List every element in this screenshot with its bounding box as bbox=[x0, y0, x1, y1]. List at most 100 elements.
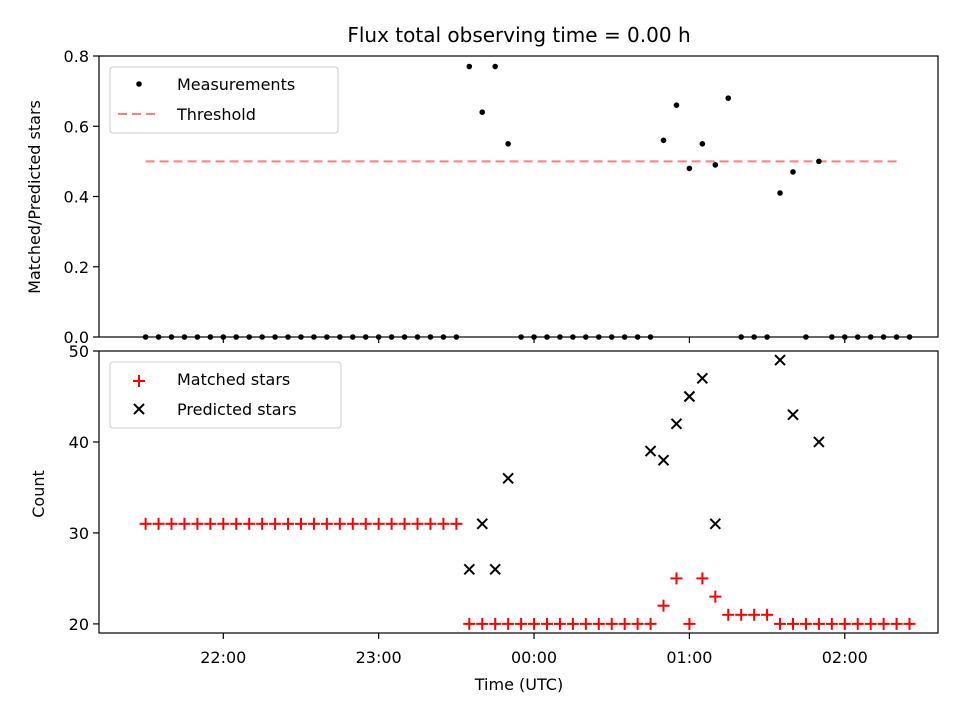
matched-star-point bbox=[683, 617, 696, 630]
matched-star-point bbox=[139, 517, 152, 530]
legend-predicted-marker bbox=[133, 403, 145, 415]
measurement-point bbox=[803, 334, 809, 340]
matched-star-point bbox=[618, 617, 631, 630]
x-tick-label: 01:00 bbox=[666, 648, 712, 667]
bottom-y-tick-label: 30 bbox=[69, 524, 89, 543]
legend-predicted-label: Predicted stars bbox=[177, 400, 297, 419]
predicted-star-point bbox=[502, 472, 514, 485]
measurement-point bbox=[518, 334, 524, 340]
matched-star-point bbox=[191, 517, 204, 530]
matched-star-point bbox=[269, 517, 282, 530]
measurement-point bbox=[906, 334, 913, 340]
bottom-legend-box bbox=[109, 361, 342, 429]
matched-star-point bbox=[709, 590, 722, 603]
matched-star-point bbox=[825, 617, 838, 630]
measurement-point bbox=[583, 334, 589, 340]
x-tick-label: 23:00 bbox=[356, 648, 402, 667]
predicted-star-point bbox=[476, 518, 488, 530]
measurement-point bbox=[738, 334, 744, 340]
bottom-y-tick-label: 40 bbox=[69, 433, 89, 452]
measurement-point bbox=[621, 334, 628, 340]
matched-star-point bbox=[152, 517, 165, 530]
matched-star-point bbox=[528, 617, 541, 630]
measurement-point bbox=[712, 162, 719, 168]
bottom-plot-area bbox=[98, 350, 939, 634]
top-y-axis-label: Matched/Predicted stars bbox=[25, 100, 44, 294]
measurement-point bbox=[453, 334, 460, 340]
measurement-point bbox=[259, 334, 265, 340]
predicted-star-point bbox=[696, 372, 709, 384]
legend-measurements-label: Measurements bbox=[177, 75, 295, 94]
measurement-point bbox=[414, 334, 421, 340]
measurement-point bbox=[362, 334, 369, 340]
measurement-point bbox=[531, 334, 537, 340]
matched-star-point bbox=[333, 517, 346, 530]
predicted-star-point bbox=[787, 408, 799, 421]
measurement-point bbox=[324, 334, 330, 340]
matched-star-point bbox=[774, 617, 787, 630]
matched-star-point bbox=[670, 572, 683, 585]
bottom-y-axis-label: Count bbox=[29, 470, 48, 518]
matched-star-point bbox=[812, 617, 825, 630]
measurement-point bbox=[880, 334, 887, 340]
matched-star-point bbox=[476, 617, 489, 630]
matched-star-point bbox=[761, 608, 774, 621]
bottom-y-tick-label: 50 bbox=[69, 342, 89, 361]
measurement-point bbox=[829, 334, 835, 340]
x-axis-label: Time (UTC) bbox=[474, 675, 563, 694]
x-tick-label: 00:00 bbox=[511, 648, 557, 667]
top-y-tick-label: 0.0 bbox=[64, 328, 89, 347]
measurement-point bbox=[505, 141, 511, 147]
matched-star-point bbox=[282, 517, 295, 530]
matched-star-point bbox=[411, 517, 424, 530]
top-panel: 0.00.20.40.60.8 Matched/Predicted stars … bbox=[25, 47, 939, 347]
predicted-star-point bbox=[683, 390, 696, 403]
measurement-point bbox=[725, 95, 732, 101]
measurement-point bbox=[867, 334, 874, 340]
matched-star-point bbox=[165, 517, 178, 530]
matched-star-point bbox=[877, 617, 890, 630]
matched-star-point bbox=[748, 608, 761, 621]
matched-star-point bbox=[256, 517, 269, 530]
measurement-point bbox=[427, 334, 434, 340]
matched-star-point bbox=[398, 517, 411, 530]
measurement-point bbox=[233, 334, 240, 340]
chart-title: Flux total observing time = 0.00 h bbox=[347, 23, 690, 47]
measurement-point bbox=[207, 334, 214, 340]
predicted-star-point bbox=[670, 418, 683, 430]
measurement-point bbox=[492, 63, 498, 70]
matched-star-point bbox=[644, 617, 657, 630]
matched-star-point bbox=[359, 517, 372, 530]
measurement-point bbox=[311, 334, 317, 340]
legend-threshold-label: Threshold bbox=[176, 105, 256, 124]
matched-star-point bbox=[502, 617, 515, 630]
matched-star-point bbox=[385, 517, 398, 530]
predicted-star-point bbox=[463, 563, 476, 576]
measurement-points bbox=[142, 63, 913, 340]
measurement-point bbox=[816, 158, 822, 165]
measurement-point bbox=[544, 334, 550, 340]
top-y-tick-label: 0.8 bbox=[64, 47, 89, 66]
matched-star-point bbox=[864, 617, 877, 630]
matched-star-point bbox=[903, 617, 916, 630]
matched-star-point bbox=[696, 572, 709, 585]
measurement-point bbox=[764, 334, 770, 340]
measurement-point bbox=[595, 334, 602, 340]
bottom-y-tick-label: 20 bbox=[69, 615, 89, 634]
measurement-point bbox=[634, 334, 641, 340]
bottom-y-ticks: 20 30 40 50 bbox=[69, 342, 99, 634]
measurement-point bbox=[194, 334, 201, 340]
measurement-point bbox=[142, 334, 149, 340]
measurement-point bbox=[673, 102, 680, 108]
measurement-point bbox=[155, 334, 162, 340]
matched-star-point bbox=[424, 517, 437, 530]
top-y-tick-label: 0.6 bbox=[64, 117, 89, 136]
matched-star-point bbox=[463, 617, 476, 630]
measurement-point bbox=[660, 137, 667, 144]
legend-matched-label: Matched stars bbox=[177, 370, 290, 389]
matched-star-point bbox=[851, 617, 864, 630]
measurement-point bbox=[246, 334, 252, 340]
x-tick-label: 22:00 bbox=[200, 648, 246, 667]
bottom-panel: 20 30 40 50 22:00 23:00 00:00 01:00 02:00 Count… bbox=[29, 342, 939, 694]
matched-star-point bbox=[657, 599, 670, 612]
